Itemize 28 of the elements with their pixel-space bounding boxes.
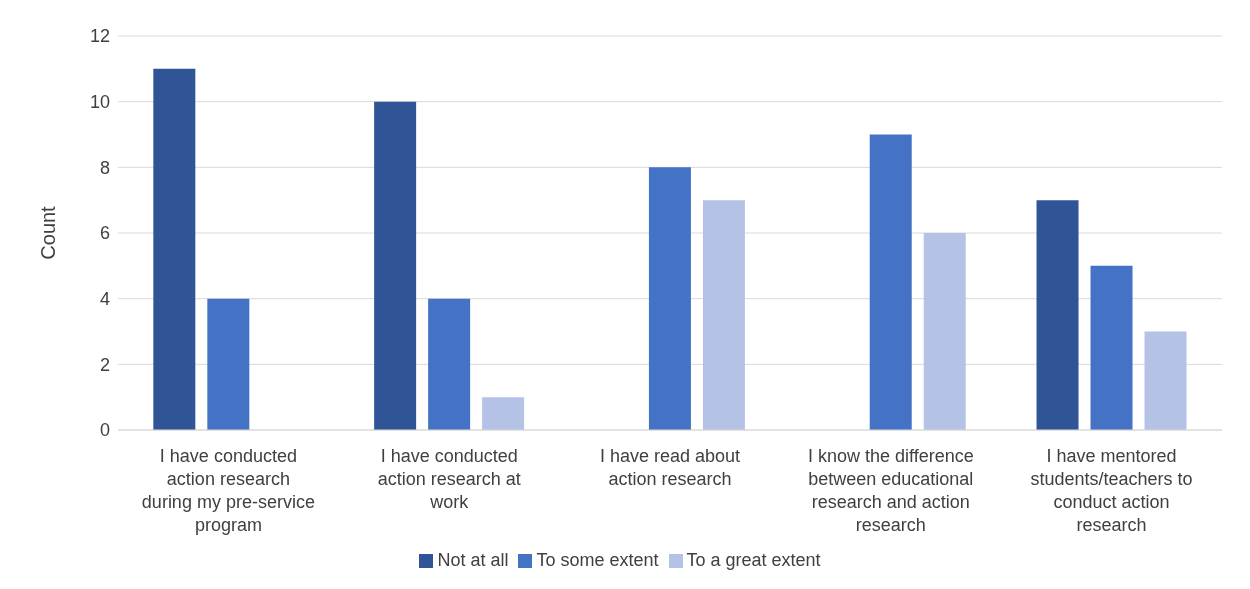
bar: [482, 397, 525, 430]
y-tick-label: 0: [99, 420, 110, 441]
x-tick-label: I have read about action research: [599, 446, 741, 489]
bar: [648, 167, 691, 430]
bar: [153, 68, 196, 430]
y-tick-label: 4: [99, 289, 110, 310]
bar: [923, 233, 966, 430]
y-tick-label: 2: [99, 354, 110, 375]
y-tick-label: 8: [99, 157, 110, 178]
y-tick-label: 6: [99, 223, 110, 244]
x-tick-label: I have mentored students/teachers to conduct action research: [1030, 446, 1193, 535]
x-tick-label: I have conducted action research during my pre-service program: [141, 446, 315, 535]
x-tick-label: I know the difference between educational research and action research: [807, 446, 974, 535]
legend-label: To a great extent: [686, 550, 821, 570]
legend-label: Not at all: [437, 550, 509, 570]
y-axis-title: Count: [37, 205, 60, 260]
bar: [428, 298, 471, 430]
y-tick-label: 10: [89, 92, 110, 113]
bar: [207, 298, 250, 430]
y-tick-label: 12: [89, 26, 110, 47]
legend-label: To some extent: [536, 550, 659, 570]
x-tick-label: I have conducted action research at work: [377, 446, 521, 512]
bar: [869, 134, 912, 430]
bar: [1090, 265, 1133, 430]
bar: [374, 101, 417, 430]
bar: [1144, 331, 1187, 430]
bar: [1036, 200, 1079, 430]
bar: [702, 200, 745, 430]
